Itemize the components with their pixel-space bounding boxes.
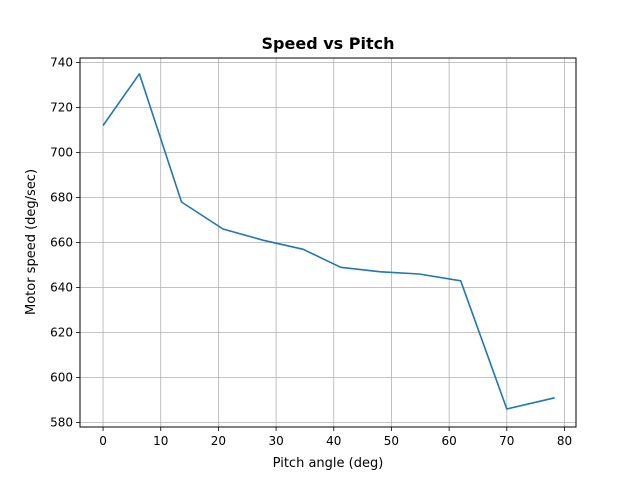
y-tick-label: 740 [50, 56, 73, 70]
y-tick-label: 720 [50, 101, 73, 115]
x-tick-label: 60 [441, 434, 456, 448]
series-layer [102, 73, 555, 410]
x-tick-label: 20 [211, 434, 226, 448]
y-tick-label: 640 [50, 281, 73, 295]
x-tick-label: 10 [153, 434, 168, 448]
x-axis-label: Pitch angle (deg) [273, 456, 384, 471]
y-tick-label: 700 [50, 146, 73, 160]
y-tick-label: 680 [50, 191, 73, 205]
x-tick-label: 80 [557, 434, 572, 448]
x-tick-label: 50 [384, 434, 399, 448]
chart-title: Speed vs Pitch [262, 34, 395, 53]
y-tick-label: 620 [50, 326, 73, 340]
y-axis-label: Motor speed (deg/sec) [24, 169, 39, 315]
y-tick-label: 600 [50, 371, 73, 385]
x-tick-label: 70 [499, 434, 514, 448]
series-line [102, 73, 555, 410]
ticks: 0 10 20 30 40 50 60 70 80 580 600 620 640 660 680 700 72… [50, 56, 572, 449]
y-tick-label: 660 [50, 236, 73, 250]
grid [80, 58, 576, 427]
x-tick-label: 30 [268, 434, 283, 448]
y-tick-label: 580 [50, 416, 73, 430]
x-tick-label: 40 [326, 434, 341, 448]
x-tick-label: 0 [99, 434, 107, 448]
